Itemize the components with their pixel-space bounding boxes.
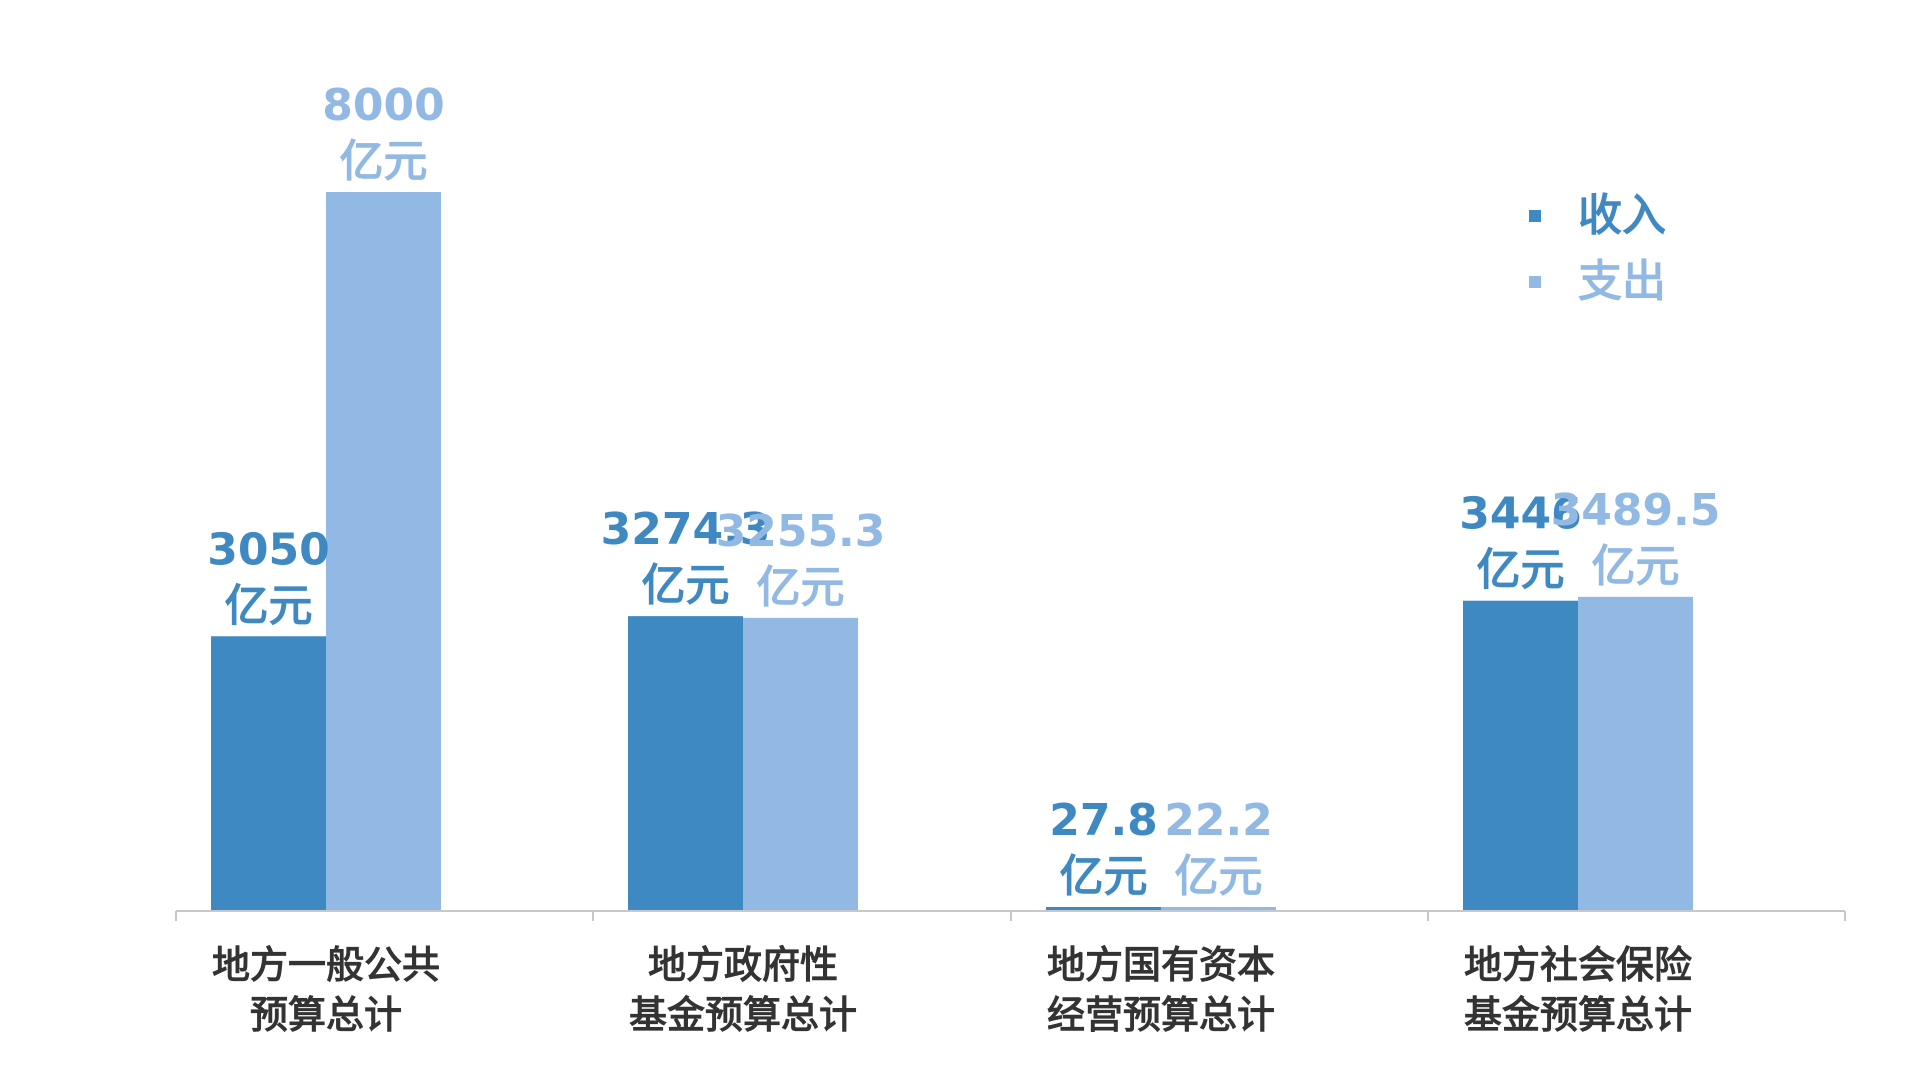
legend-swatch-expense <box>1529 276 1541 288</box>
legend-label-expense: 支出 <box>1578 256 1666 307</box>
category-label-1-line-0: 地方政府性 <box>648 943 838 987</box>
bar-label-unit-1-3: 亿元 <box>1592 541 1680 592</box>
bar-label-value-0-2: 27.8 <box>1049 795 1158 846</box>
bar-expense-3 <box>1578 596 1693 910</box>
bar-label-value-1-2: 22.2 <box>1164 795 1273 846</box>
bar-expense-2 <box>1161 907 1276 910</box>
bar-label-value-0-1: 3274.3 <box>601 504 771 555</box>
category-labels-group: 地方一般公共预算总计地方政府性基金预算总计地方国有资本经营预算总计地方社会保险基… <box>212 943 1693 1037</box>
category-label-0-line-0: 地方一般公共 <box>212 943 440 987</box>
bar-income-0 <box>211 636 326 910</box>
bar-expense-1 <box>743 617 858 910</box>
bar-label-value-1-3: 3489.5 <box>1551 485 1721 536</box>
category-label-3-line-0: 地方社会保险 <box>1464 943 1693 987</box>
bar-expense-0 <box>326 192 441 910</box>
bars-group <box>211 192 1693 910</box>
bar-label-value-0-3: 3446 <box>1459 489 1581 540</box>
bar-income-2 <box>1046 907 1161 910</box>
category-label-3-line-1: 基金预算总计 <box>1464 993 1692 1037</box>
bar-label-unit-0-0: 亿元 <box>225 580 313 631</box>
bar-label-unit-1-0: 亿元 <box>340 136 428 187</box>
legend-swatch-income <box>1529 210 1541 222</box>
category-label-0-line-1: 预算总计 <box>250 993 402 1037</box>
bar-label-unit-1-1: 亿元 <box>757 562 845 613</box>
bar-label-unit-0-1: 亿元 <box>642 560 730 611</box>
bar-label-unit-1-2: 亿元 <box>1175 851 1263 902</box>
bar-income-1 <box>628 616 743 910</box>
bar-label-value-1-1: 3255.3 <box>716 506 886 557</box>
bar-label-value-1-0: 8000 <box>322 80 444 131</box>
category-label-2-line-0: 地方国有资本 <box>1047 943 1275 987</box>
category-label-2-line-1: 经营预算总计 <box>1047 993 1275 1037</box>
legend-label-income: 收入 <box>1578 190 1666 241</box>
bar-labels-group: 亿元3050亿元3274.3亿元27.8亿元3446亿元8000亿元3255.3… <box>207 80 1720 902</box>
category-label-1-line-1: 基金预算总计 <box>629 993 857 1037</box>
bar-label-unit-0-3: 亿元 <box>1477 545 1565 596</box>
x-axis <box>175 910 1846 921</box>
bar-label-value-0-0: 3050 <box>207 524 329 575</box>
bar-label-unit-0-2: 亿元 <box>1060 851 1148 902</box>
bar-income-3 <box>1463 600 1578 910</box>
